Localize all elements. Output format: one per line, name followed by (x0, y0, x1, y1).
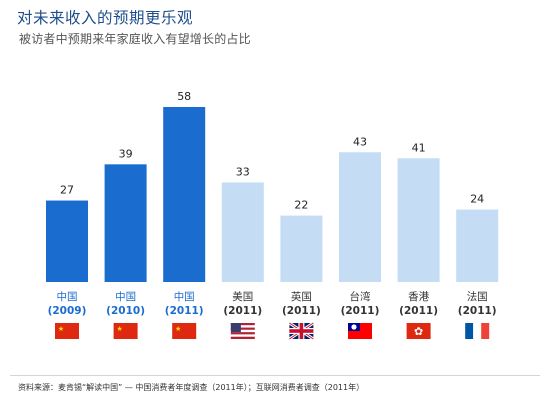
china-flag-icon: ★ (55, 323, 79, 339)
bar-8 (456, 209, 499, 282)
category-name: 中国 (174, 290, 195, 303)
value-label: 22 (294, 199, 308, 212)
hongkong-flag-icon: ✿ (406, 323, 431, 339)
category-name: 台湾 (350, 290, 371, 303)
category-year: (2011) (399, 305, 438, 317)
value-label: 27 (60, 184, 74, 197)
category-year: (2011) (165, 305, 204, 317)
value-label: 43 (353, 135, 367, 148)
category-name: 中国 (57, 290, 78, 303)
svg-text:★: ★ (175, 325, 181, 333)
category-name: 中国 (115, 290, 136, 303)
china-flag-icon: ★ (172, 323, 197, 339)
value-label: 24 (470, 193, 484, 206)
svg-text:✿: ✿ (414, 325, 423, 338)
category-year: (2011) (458, 305, 497, 317)
value-label: 41 (412, 141, 426, 154)
china-flag-icon: ★ (113, 323, 138, 339)
category-year: (2009) (48, 305, 87, 317)
bar-2 (104, 164, 147, 282)
category-name: 法国 (467, 290, 488, 303)
bar-1 (46, 200, 88, 282)
source-note: 资料来源：麦肯锡“解读中国” — 中国消费者年度调查（2011年）；互联网消费者… (18, 383, 365, 392)
france-flag-icon (465, 323, 490, 339)
bar-3 (163, 107, 206, 282)
chart-subtitle: 被访者中预期来年家庭收入有望增长的占比 (19, 32, 251, 46)
bar-7 (397, 158, 440, 282)
category-name: 香港 (408, 291, 429, 303)
svg-text:★: ★ (116, 325, 122, 333)
value-label: 33 (236, 165, 250, 178)
footer-divider (10, 375, 540, 376)
category-year: (2011) (282, 305, 321, 317)
category-name: 英国 (291, 290, 312, 303)
usa-flag-icon (230, 323, 255, 339)
bar-6 (339, 152, 381, 282)
value-label: 39 (119, 147, 133, 160)
uk-flag-icon (288, 321, 315, 341)
bar-4 (221, 182, 264, 282)
chart-title: 对未来收入的预期更乐观 (17, 9, 194, 27)
category-year: (2011) (223, 305, 262, 317)
value-label: 58 (177, 90, 191, 103)
category-name: 美国 (232, 290, 253, 303)
svg-text:★: ★ (58, 325, 64, 333)
bar-chart: 27 中国 (2009) ★ 39 中国 (2010) ★ 58 中国 (2011) ★ 33 美国 (20… (46, 90, 499, 341)
category-year: (2011) (341, 305, 380, 317)
bar-5 (280, 215, 323, 282)
taiwan-flag-icon (348, 323, 372, 339)
category-year: (2010) (106, 305, 145, 317)
